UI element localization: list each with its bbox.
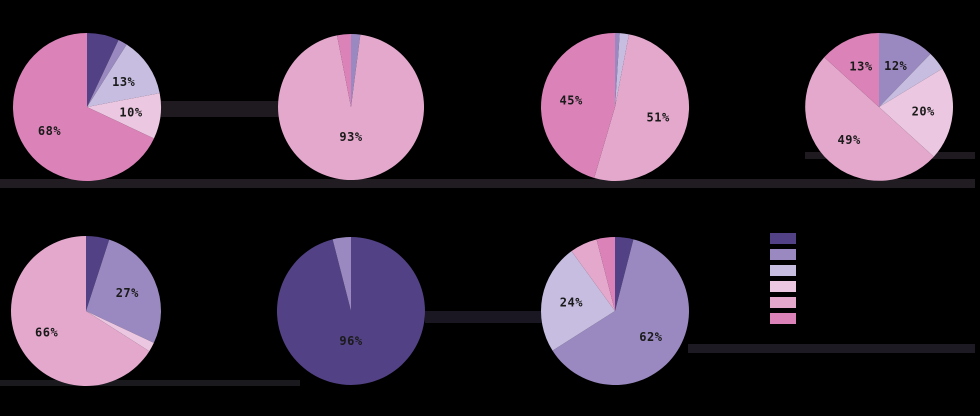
slice-label: 45%	[560, 94, 583, 108]
pie-slice	[13, 33, 154, 181]
pie-slice	[824, 33, 879, 107]
slice-label: 49%	[838, 133, 861, 147]
legend-swatch	[770, 281, 796, 292]
pie-slice	[541, 33, 615, 178]
pie-slice	[10, 236, 150, 386]
legend-swatch	[770, 249, 796, 260]
pie-slice	[332, 237, 351, 311]
pie-slice	[552, 239, 689, 385]
pie-slice	[86, 236, 110, 311]
legend-swatch	[770, 233, 796, 244]
pie-slice	[805, 57, 934, 181]
slice-label: 27%	[116, 286, 139, 300]
slice-label: 62%	[639, 330, 662, 344]
background-line	[0, 179, 975, 188]
pie-slice	[87, 33, 119, 107]
slice-label: 66%	[35, 326, 58, 340]
pie-chart-1: 13% 10% 68%	[13, 33, 162, 181]
pie-slice	[86, 239, 161, 343]
pie-slice	[571, 239, 615, 311]
pie-slice	[615, 33, 629, 107]
pie-slice	[596, 237, 615, 311]
legend-swatch	[770, 297, 796, 308]
legend-swatch	[770, 265, 796, 276]
pies: 13% 10% 68% 93% 51% 45% 12% 20% 49% 13% 27% 66% 96% 6…	[10, 33, 953, 386]
pie-slice	[615, 33, 620, 107]
pie-slice	[879, 53, 943, 107]
pie-slice	[594, 34, 690, 182]
slice-label: 12%	[884, 59, 907, 73]
pie-slice	[540, 251, 615, 351]
slice-label: 96%	[339, 334, 362, 348]
pie-chart-4: 12% 20% 49% 13%	[805, 33, 953, 181]
pie-chart-2: 93%	[278, 34, 425, 181]
background-line	[0, 380, 300, 386]
slice-label: 68%	[38, 124, 61, 138]
slice-label: 10%	[119, 106, 142, 120]
pie-slice	[879, 68, 953, 157]
pie-slice	[278, 34, 425, 181]
pie-slice	[351, 34, 361, 107]
slice-label: 93%	[339, 130, 362, 144]
legend	[770, 233, 796, 324]
pie-slice	[276, 237, 425, 385]
slice-label: 13%	[849, 59, 872, 73]
pie-chart-7: 62% 24%	[540, 237, 689, 385]
pie-slice	[86, 311, 154, 352]
pie-chart-3: 51% 45%	[541, 33, 690, 182]
pie-slice	[87, 40, 127, 107]
pie-slice	[337, 34, 351, 107]
slice-label: 13%	[112, 75, 135, 89]
slice-label: 24%	[560, 296, 583, 310]
legend-swatch	[770, 313, 796, 324]
pie-slice	[615, 237, 634, 311]
slice-label: 51%	[647, 111, 670, 125]
background-line	[425, 311, 545, 323]
pie-slice	[879, 33, 931, 107]
slice-label: 20%	[912, 104, 935, 118]
pie-chart-5: 27% 66%	[10, 236, 161, 386]
pie-chart-6: 96%	[276, 237, 425, 385]
background-line	[688, 344, 975, 353]
pie-slice	[87, 44, 160, 107]
pie-slice	[87, 93, 162, 139]
background-line	[160, 101, 280, 117]
